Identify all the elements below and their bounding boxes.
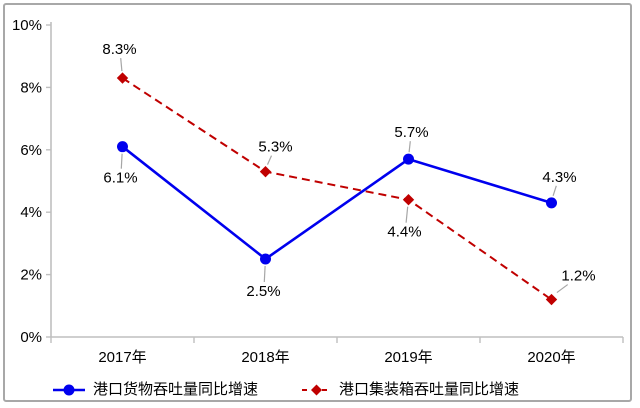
data-label-leader-line <box>556 284 569 294</box>
x-category-label: 2020年 <box>527 349 575 366</box>
legend-item-container-throughput: 港口集装箱吞吐量同比增速 <box>302 378 519 402</box>
data-point-label: 4.4% <box>387 224 421 241</box>
data-point-label: 6.1% <box>103 170 137 187</box>
data-point-label: 5.3% <box>258 139 292 156</box>
circle-marker <box>117 141 128 153</box>
diamond-marker <box>402 194 415 206</box>
data-point-label: 4.3% <box>542 169 576 186</box>
data-label-leader-line <box>120 57 123 72</box>
legend-item-cargo-throughput: 港口货物吞吐量同比增速 <box>52 378 258 402</box>
legend-label-cargo: 港口货物吞吐量同比增速 <box>93 381 259 398</box>
chart-frame <box>3 3 632 402</box>
red-dashed-line-diamond-marker-icon <box>302 384 332 396</box>
data-label-leader-line <box>263 265 266 283</box>
series-line-1 <box>121 77 553 301</box>
legend: 港口货物吞吐量同比增速 港口集装箱吞吐量同比增速 <box>52 378 519 402</box>
circle-marker <box>260 253 271 265</box>
diamond-marker <box>545 293 558 306</box>
data-label-leader-line <box>405 206 409 223</box>
diamond-marker <box>259 165 272 178</box>
data-label-leader-line <box>552 185 557 197</box>
series-line-0 <box>121 145 552 261</box>
data-label-leader-line <box>408 141 411 153</box>
y-tick-label: 6% <box>20 142 42 159</box>
y-tick-label: 8% <box>20 79 42 96</box>
y-tick-label: 4% <box>20 204 42 221</box>
data-point-label: 2.5% <box>246 283 280 300</box>
blue-solid-line-circle-marker-icon <box>53 384 85 396</box>
circle-marker <box>546 197 557 209</box>
data-point-label: 8.3% <box>102 41 136 58</box>
legend-label-container: 港口集装箱吞吐量同比增速 <box>339 381 520 398</box>
data-point-label: 5.7% <box>394 124 428 141</box>
data-label-leader-line <box>266 155 273 165</box>
x-category-label: 2017年 <box>98 349 146 366</box>
y-tick-label: 2% <box>20 267 42 284</box>
y-tick-label: 0% <box>20 329 42 346</box>
x-category-label: 2018年 <box>241 349 289 366</box>
diamond-marker <box>116 72 129 84</box>
data-label-leader-line <box>120 153 123 169</box>
data-point-label: 1.2% <box>561 268 595 285</box>
circle-marker <box>403 153 414 165</box>
y-tick-label: 10% <box>12 17 42 34</box>
x-category-label: 2019年 <box>384 349 432 366</box>
